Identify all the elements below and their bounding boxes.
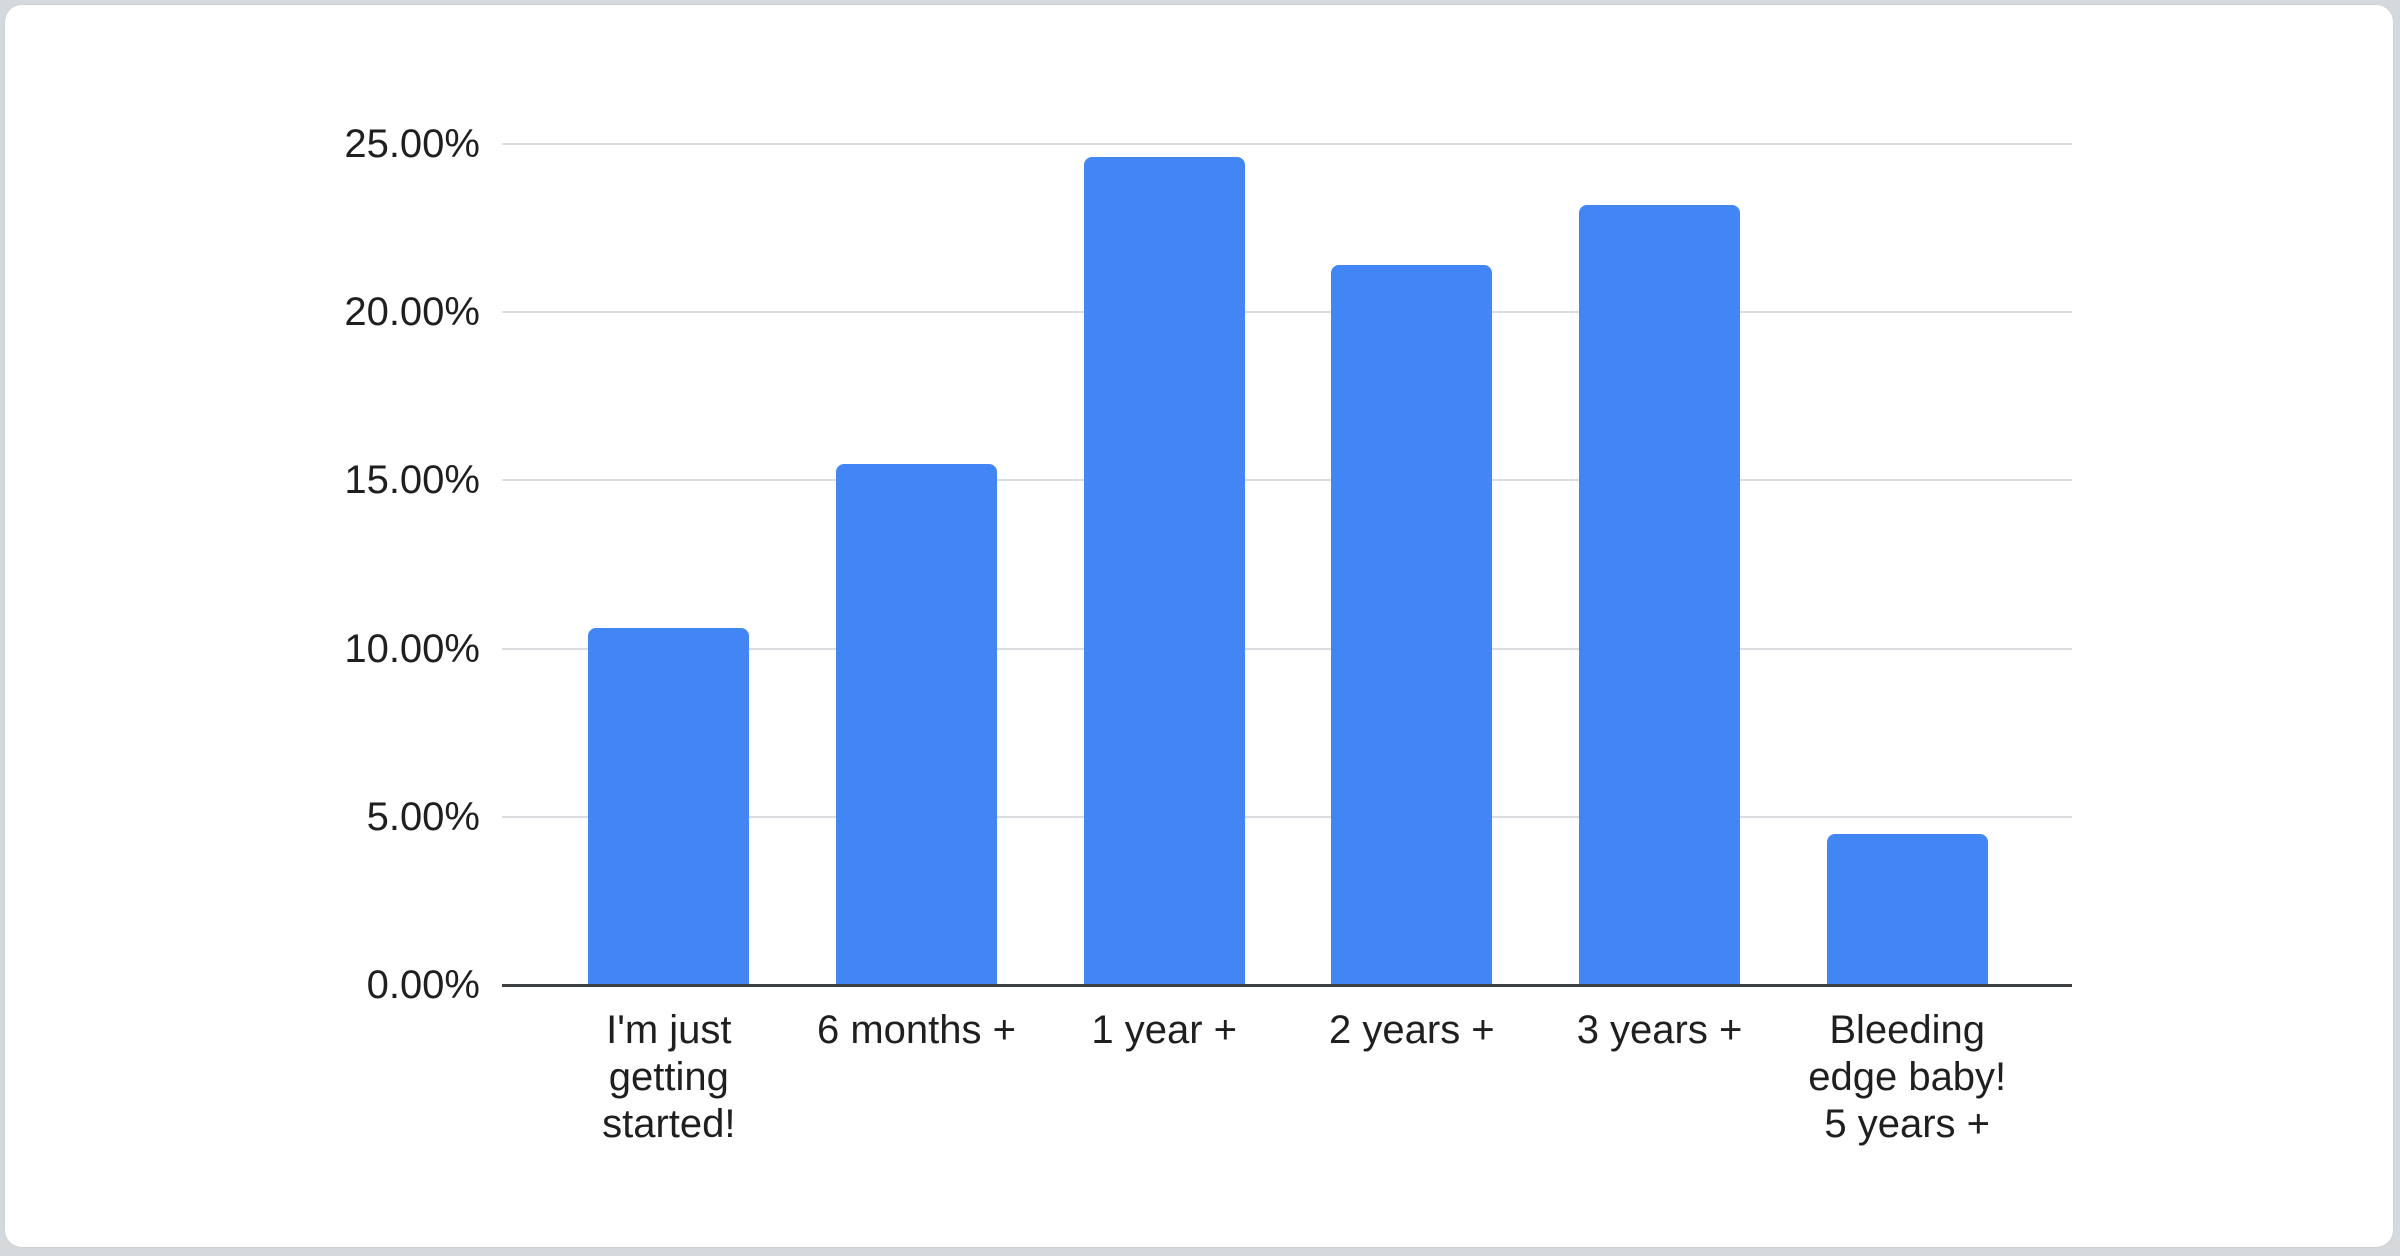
y-tick-label: 25.00% — [344, 122, 480, 166]
bar-slot — [545, 144, 793, 985]
bars-layer — [545, 144, 2031, 985]
x-category-label: 1 year + — [1091, 1008, 1237, 1052]
bar-slot — [1536, 144, 1784, 985]
y-tick-label: 0.00% — [366, 963, 480, 1007]
x-category-label: Bleeding edge baby! 5 years + — [1808, 1008, 2007, 1146]
bar-2[interactable] — [1083, 157, 1245, 985]
x-axis-labels: I'm just getting started! 6 months + 1 yea… — [545, 1007, 2031, 1148]
bar-slot — [1040, 144, 1288, 985]
y-tick-label: 5.00% — [366, 794, 480, 839]
chart-card: 0.00% 5.00% 10.00% 15.00% 20.00% 25.00% I'm j… — [4, 4, 2394, 1248]
bar-slot — [793, 144, 1041, 985]
bar-1[interactable] — [836, 463, 997, 985]
bar-chart-plot-area: 0.00% 5.00% 10.00% 15.00% 20.00% 25.00% I'm j… — [344, 122, 2072, 1146]
gridline-25.00% — [502, 143, 2072, 145]
x-category-label: I'm just getting started! — [602, 1008, 736, 1146]
gridline-15.00% — [502, 479, 2072, 482]
y-tick-label: 20.00% — [344, 290, 480, 335]
gridline-10.00% — [502, 647, 2072, 650]
bar-slot — [1783, 144, 2031, 985]
bar-4[interactable] — [1579, 204, 1741, 985]
bar-5[interactable] — [1826, 833, 1988, 985]
x-category-label: 3 years + — [1576, 1008, 1743, 1052]
bar-slot — [1288, 144, 1536, 985]
y-tick-label: 15.00% — [344, 458, 480, 503]
bar-0[interactable] — [588, 628, 750, 985]
gridline-5.00% — [502, 815, 2072, 818]
bar-3[interactable] — [1331, 265, 1493, 985]
gridline-20.00% — [502, 311, 2072, 314]
y-tick-label: 10.00% — [344, 626, 480, 671]
x-axis-line — [502, 984, 2072, 987]
x-category-label: 6 months + — [817, 1008, 1017, 1052]
x-category-label: 2 years + — [1329, 1008, 1495, 1052]
